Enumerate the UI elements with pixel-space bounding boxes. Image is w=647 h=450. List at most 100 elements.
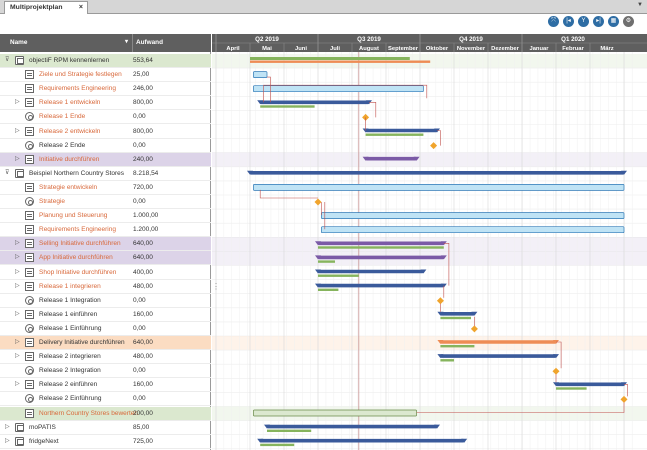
table-row[interactable]: ▷ Release 2 entwickeln 800,00: [0, 125, 211, 139]
expand-icon[interactable]: ▷: [15, 353, 20, 360]
summary-bar[interactable]: [440, 340, 556, 344]
expand-icon[interactable]: ▷: [5, 423, 10, 430]
table-row[interactable]: ▷ moPATIS 85,00: [0, 421, 211, 435]
summary-bar[interactable]: [250, 57, 410, 60]
expand-icon[interactable]: ▷: [15, 310, 20, 317]
expand-icon[interactable]: ⊽: [5, 57, 10, 63]
filter-icon[interactable]: Y: [578, 16, 589, 27]
expand-icon[interactable]: ▷: [15, 240, 20, 247]
summary-bar[interactable]: [260, 100, 369, 105]
table-row[interactable]: Requirements Engineering 246,00: [0, 82, 211, 97]
table-row[interactable]: ▷ Initiative durchführen 240,00: [0, 152, 211, 167]
table-row[interactable]: ⊽ Beispiel Northern Country Stores 8.218,5…: [0, 167, 211, 181]
expand-icon[interactable]: ▷: [15, 282, 20, 289]
summary-bar[interactable]: [250, 171, 624, 175]
expand-icon[interactable]: ▷: [15, 127, 20, 134]
column-effort[interactable]: Aufwand: [136, 39, 163, 46]
summary-bar[interactable]: [365, 156, 417, 161]
milestone-diamond[interactable]: [620, 395, 628, 403]
summary-bar[interactable]: [440, 312, 475, 316]
chevron-down-icon[interactable]: ▼: [637, 2, 643, 8]
summary-bar[interactable]: [318, 269, 424, 274]
table-row[interactable]: Ziele und Strategie festlegen 25,00: [0, 68, 211, 83]
summary-bar[interactable]: [267, 424, 437, 429]
summary-bar[interactable]: [318, 255, 444, 260]
row-name: Initiative durchführen: [39, 155, 100, 163]
tab-multiprojektplan[interactable]: Multiprojektplan ×: [4, 1, 88, 14]
fit-icon[interactable]: ⤧: [548, 16, 559, 27]
dependency-link: [263, 84, 428, 103]
table-row[interactable]: ▷ Release 2 einführen 160,00: [0, 378, 211, 393]
summary-bar[interactable]: [318, 283, 444, 288]
row-effort: 85,00: [133, 423, 150, 431]
table-row[interactable]: Planung und Steuerung 1.000,00: [0, 209, 211, 224]
project-icon: [15, 422, 24, 432]
settings-icon[interactable]: ⚙: [623, 16, 634, 27]
close-icon[interactable]: ×: [78, 4, 83, 11]
expand-icon[interactable]: ⊽: [5, 169, 10, 176]
task-bar[interactable]: [253, 85, 424, 93]
table-row[interactable]: Strategie 0,00: [0, 195, 211, 209]
quarter-label: Q2 2019: [255, 36, 279, 43]
table-row[interactable]: ⊽ objectiF RPM kennenlernen 553,64: [0, 54, 211, 68]
expand-icon[interactable]: ▷: [15, 254, 20, 261]
row-name: Release 1 einführen: [39, 310, 98, 318]
task-bar[interactable]: [253, 71, 268, 78]
row-name: Release 2 Einführung: [39, 395, 102, 403]
expand-icon[interactable]: ▷: [15, 99, 20, 106]
table-row[interactable]: Release 1 Ende 0,00: [0, 110, 211, 125]
summary-start-cap: [437, 340, 444, 344]
expand-icon[interactable]: ▷: [15, 381, 20, 388]
table-row[interactable]: ▷ fridgeNext 725,00: [0, 435, 211, 449]
table-row[interactable]: ▷ Shop Initiative durchführen 400,00: [0, 266, 211, 280]
column-separator[interactable]: [132, 34, 133, 52]
table-row[interactable]: Release 2 Integration 0,00: [0, 364, 211, 379]
task-bar[interactable]: [253, 409, 417, 417]
expand-icon[interactable]: ▷: [15, 155, 20, 162]
summary-bar[interactable]: [440, 354, 556, 358]
table-row[interactable]: Northern Country Stores bewerten 200,00: [0, 406, 211, 421]
sort-icon[interactable]: ▾: [125, 39, 129, 45]
row-name: Delivery Initiative durchführen: [39, 339, 125, 346]
task-bar[interactable]: [321, 212, 625, 219]
row-name: Planung und Steuerung: [39, 212, 108, 220]
task-bar[interactable]: [321, 226, 625, 234]
last-icon[interactable]: ▸|: [593, 16, 604, 27]
table-row[interactable]: Release 1 Einführung 0,00: [0, 322, 211, 336]
grid-icon[interactable]: ▦: [608, 16, 619, 27]
table-row[interactable]: Release 2 Ende 0,00: [0, 139, 211, 153]
table-row[interactable]: Requirements Engineering 1.200,00: [0, 223, 211, 238]
month-label: Juli: [330, 46, 340, 52]
table-row[interactable]: Release 1 Integration 0,00: [0, 294, 211, 308]
table-row[interactable]: ▷ Delivery Initiative durchführen 640,00: [0, 336, 211, 350]
milestone-diamond[interactable]: [314, 198, 322, 206]
summary-bar[interactable]: [365, 128, 437, 133]
expand-icon[interactable]: ▷: [15, 339, 20, 345]
table-row[interactable]: ▷ Release 2 integrieren 480,00: [0, 350, 211, 365]
month-label: August: [359, 46, 379, 52]
expand-icon[interactable]: ▷: [5, 437, 10, 444]
table-row[interactable]: ▷ Release 1 entwickeln 800,00: [0, 96, 211, 111]
milestone-diamond[interactable]: [430, 142, 438, 150]
summary-start-cap: [437, 311, 444, 316]
summary-bar[interactable]: [318, 241, 444, 246]
table-row[interactable]: Release 2 Einführung 0,00: [0, 392, 211, 407]
milestone-diamond[interactable]: [552, 367, 560, 375]
expand-icon[interactable]: ▷: [15, 268, 20, 275]
table-row[interactable]: Strategie entwickeln 720,00: [0, 181, 211, 195]
splitter-handle[interactable]: ⋮: [212, 282, 220, 291]
milestone-diamond[interactable]: [470, 325, 478, 333]
table-row[interactable]: ▷ Release 1 einführen 160,00: [0, 308, 211, 322]
column-name[interactable]: Name: [10, 39, 28, 46]
summary-bar[interactable]: [260, 438, 465, 443]
milestone-icon: [25, 197, 34, 206]
milestone-diamond[interactable]: [436, 297, 444, 305]
progress-bar: [260, 105, 315, 108]
summary-bar[interactable]: [556, 382, 624, 387]
table-row[interactable]: ▷ App Initiative durchführen 640,00: [0, 251, 211, 266]
first-icon[interactable]: |◂: [563, 16, 574, 27]
dependency-link: [259, 189, 318, 199]
table-row[interactable]: ▷ Selling Initiative durchführen 640,00: [0, 237, 211, 252]
task-bar[interactable]: [253, 184, 625, 191]
table-row[interactable]: ▷ Release 1 integrieren 480,00: [0, 280, 211, 294]
